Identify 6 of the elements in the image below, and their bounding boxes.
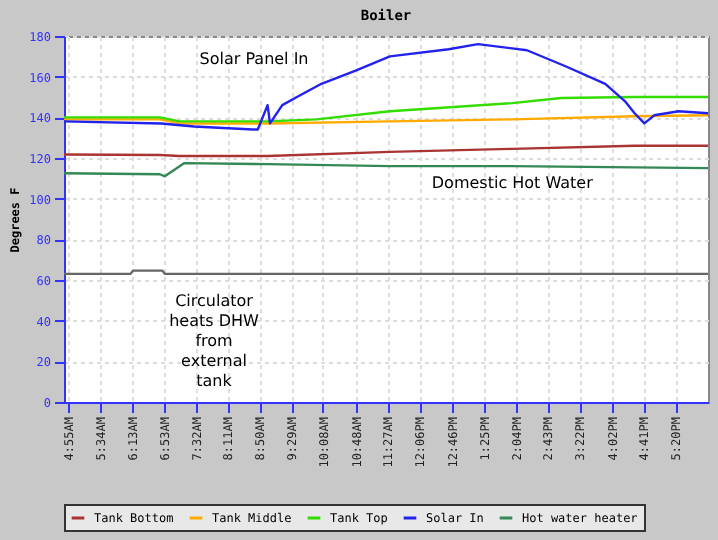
annotation: Solar Panel In xyxy=(199,50,309,68)
line-series xyxy=(62,42,710,131)
annotation: Circulator heats DHW from external tank xyxy=(169,292,260,390)
annotation: Domestic Hot Water xyxy=(431,174,595,193)
line-series xyxy=(62,95,710,123)
line-series xyxy=(62,161,710,178)
